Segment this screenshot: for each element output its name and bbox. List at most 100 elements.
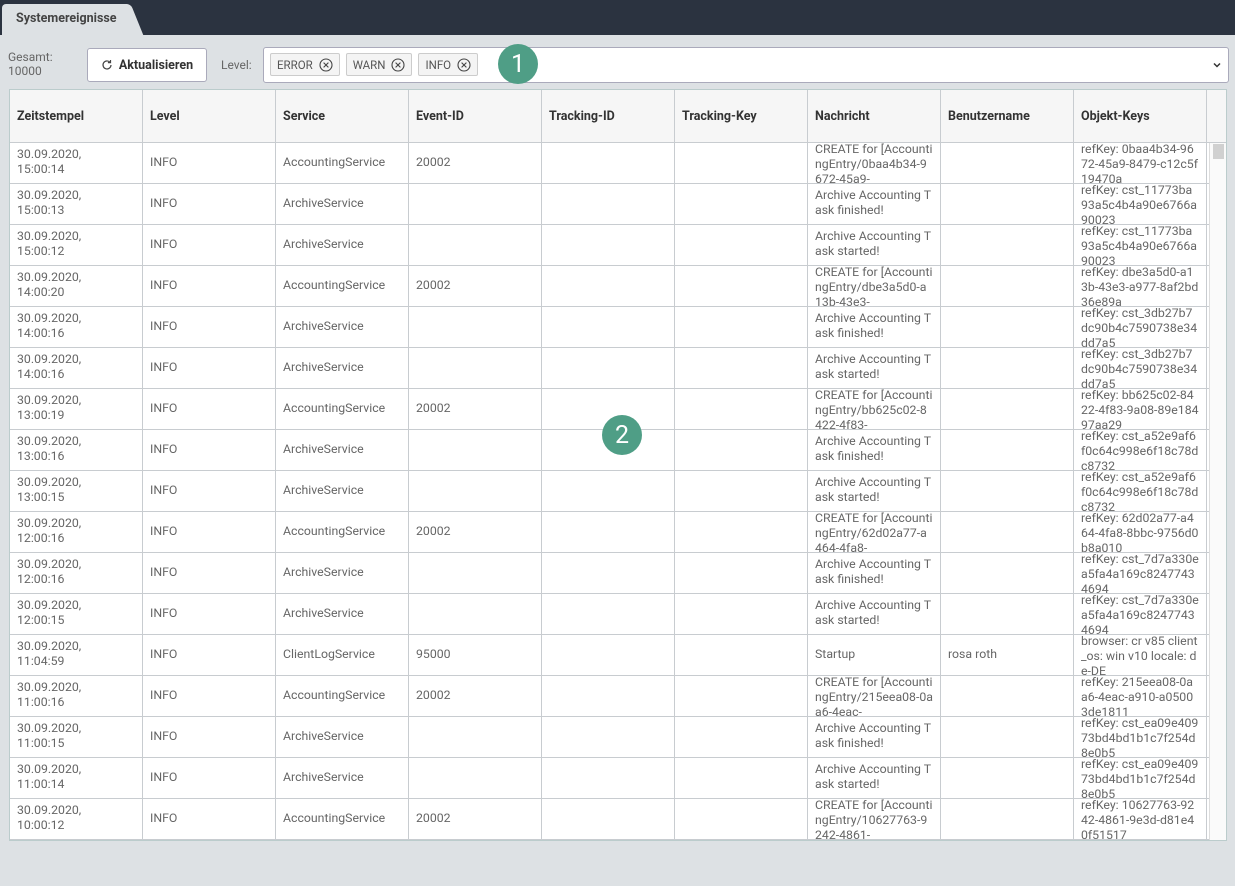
table-cell: ClientLogService <box>276 635 409 675</box>
column-header[interactable]: Objekt-Keys <box>1074 90 1207 142</box>
cell-text: 30.09.2020, 12:00:16 <box>17 558 82 587</box>
cell-text: AccountingService <box>283 401 386 416</box>
table-cell: CREATE for [AccountingEntry/0baa4b34-967… <box>808 143 941 183</box>
table-cell: refKey: cst_3db27b7dc90b4c7590738e34dd7a… <box>1074 348 1207 388</box>
cell-text: refKey: cst_7d7a330ea5fa4a169c8247743469… <box>1081 594 1199 634</box>
column-header[interactable]: Event-ID <box>409 90 542 142</box>
table-cell <box>941 184 1074 224</box>
table-row[interactable]: 30.09.2020, 14:00:20 INFO AccountingServic… <box>10 266 1226 307</box>
table-cell <box>675 553 808 593</box>
chip-remove[interactable] <box>391 57 406 72</box>
table-cell: INFO <box>143 143 276 183</box>
level-chip[interactable]: INFO <box>418 53 479 76</box>
table-cell: ArchiveService <box>276 717 409 757</box>
header-label: Benutzername <box>948 108 1030 124</box>
column-header[interactable]: Service <box>276 90 409 142</box>
table-cell <box>675 266 808 306</box>
header-label: Objekt-Keys <box>1081 108 1150 124</box>
table-cell <box>542 389 675 429</box>
table-cell: AccountingService <box>276 799 409 839</box>
level-chip[interactable]: ERROR <box>270 53 340 76</box>
table-cell <box>542 307 675 347</box>
table-row[interactable]: 30.09.2020, 13:00:15 INFO ArchiveService Ar… <box>10 471 1226 512</box>
total-count: Gesamt: 10000 <box>8 50 53 78</box>
table-cell <box>542 553 675 593</box>
table-cell: refKey: cst_7d7a330ea5fa4a169c8247743469… <box>1074 553 1207 593</box>
table-cell <box>941 799 1074 839</box>
table-cell <box>941 512 1074 552</box>
column-header[interactable]: Tracking-ID <box>542 90 675 142</box>
cell-text: refKey: cst_7d7a330ea5fa4a169c8247743469… <box>1081 553 1199 593</box>
cell-text: refKey: cst_11773ba93a5c4b4a90e6766a9002… <box>1081 184 1197 224</box>
cell-text: Archive Accounting Task started! <box>815 763 932 792</box>
table-cell <box>542 758 675 798</box>
cell-text: AccountingService <box>283 278 386 293</box>
table-cell: AccountingService <box>276 676 409 716</box>
callout: 2 <box>602 415 642 455</box>
table-cell: refKey: 215eea08-0aa6-4eac-a910-a05003de… <box>1074 676 1207 716</box>
chip-remove[interactable] <box>457 57 471 72</box>
cell-text: 20002 <box>416 811 451 826</box>
chip-remove[interactable] <box>319 57 333 72</box>
cell-text: AccountingService <box>283 524 386 539</box>
table-cell <box>409 307 542 347</box>
table-row[interactable]: 30.09.2020, 11:00:16 INFO AccountingServic… <box>10 676 1226 717</box>
table-cell <box>941 594 1074 634</box>
table-cell: refKey: cst_11773ba93a5c4b4a90e6766a9002… <box>1074 184 1207 224</box>
column-header[interactable]: Zeitstempel <box>10 90 143 142</box>
table-row[interactable]: 30.09.2020, 14:00:16 INFO ArchiveService Ar… <box>10 348 1226 389</box>
cell-text: Archive Accounting Task finished! <box>815 189 932 218</box>
table-cell: 20002 <box>409 143 542 183</box>
cell-text: Archive Accounting Task finished! <box>815 722 932 751</box>
cell-text: INFO <box>150 237 178 252</box>
table-cell: 30.09.2020, 14:00:16 <box>10 348 143 388</box>
table-cell: 30.09.2020, 13:00:16 <box>10 430 143 470</box>
column-header[interactable]: Nachricht <box>808 90 941 142</box>
cell-text: CREATE for [AccountingEntry/10627763-924… <box>815 799 933 839</box>
cell-text: ArchiveService <box>283 729 364 744</box>
cell-text: INFO <box>150 319 178 334</box>
tab[interactable]: Systemereignisse <box>2 4 127 35</box>
table-row[interactable]: 30.09.2020, 15:00:12 INFO ArchiveService Ar… <box>10 225 1226 266</box>
cell-text: 30.09.2020, 14:00:20 <box>17 271 82 300</box>
table-row[interactable]: 30.09.2020, 15:00:14 INFO AccountingServic… <box>10 143 1226 184</box>
table-cell <box>409 430 542 470</box>
table-cell: 30.09.2020, 12:00:16 <box>10 553 143 593</box>
cell-text: refKey: 62d02a77-a464-4fa8-8bbc-9756d0b8… <box>1081 512 1199 552</box>
table-row[interactable]: 30.09.2020, 14:00:16 INFO ArchiveService Ar… <box>10 307 1226 348</box>
table-row[interactable]: 30.09.2020, 12:00:16 INFO AccountingServic… <box>10 512 1226 553</box>
column-header[interactable]: Level <box>143 90 276 142</box>
cell-text: ArchiveService <box>283 606 364 621</box>
scrollbar[interactable] <box>1209 143 1226 840</box>
cell-text: 95000 <box>416 647 451 662</box>
table-cell <box>675 471 808 511</box>
cell-text: INFO <box>150 401 178 416</box>
table-cell <box>542 594 675 634</box>
table-cell: Archive Accounting Task finished! <box>808 430 941 470</box>
table-cell <box>542 143 675 183</box>
level-chip[interactable]: WARN <box>345 53 413 76</box>
refresh-button[interactable]: Aktualisieren <box>87 48 207 82</box>
table-cell: CREATE for [AccountingEntry/62d02a77-a46… <box>808 512 941 552</box>
table-row[interactable]: 30.09.2020, 11:00:15 INFO ArchiveService Ar… <box>10 717 1226 758</box>
table-cell <box>542 471 675 511</box>
table-cell: INFO <box>143 512 276 552</box>
scrollbar-thumb[interactable] <box>1213 144 1224 159</box>
column-header[interactable]: Tracking-Key <box>675 90 808 142</box>
table-cell <box>542 512 675 552</box>
table-row[interactable]: 30.09.2020, 15:00:13 INFO ArchiveService Ar… <box>10 184 1226 225</box>
table-row[interactable]: 30.09.2020, 11:00:14 INFO ArchiveService Ar… <box>10 758 1226 799</box>
cell-text: browser: cr v85 client_os: win v10 local… <box>1081 635 1198 675</box>
table-row[interactable]: 30.09.2020, 12:00:15 INFO ArchiveService Ar… <box>10 594 1226 635</box>
table-cell: 30.09.2020, 14:00:16 <box>10 307 143 347</box>
table-row[interactable]: 30.09.2020, 11:04:59 INFO ClientLogService… <box>10 635 1226 676</box>
table-row[interactable]: 30.09.2020, 10:00:12 INFO AccountingServic… <box>10 799 1226 840</box>
table-row[interactable]: 30.09.2020, 13:00:16 INFO ArchiveService Ar… <box>10 430 1226 471</box>
table-cell <box>409 184 542 224</box>
table-cell: 30.09.2020, 15:00:14 <box>10 143 143 183</box>
table-row[interactable]: 30.09.2020, 12:00:16 INFO ArchiveService Ar… <box>10 553 1226 594</box>
column-header[interactable]: Benutzername <box>941 90 1074 142</box>
cell-text: 30.09.2020, 11:00:16 <box>17 681 82 710</box>
level-select[interactable]: ERROR WARN INFO <box>263 47 1229 83</box>
table-cell: 30.09.2020, 11:00:14 <box>10 758 143 798</box>
